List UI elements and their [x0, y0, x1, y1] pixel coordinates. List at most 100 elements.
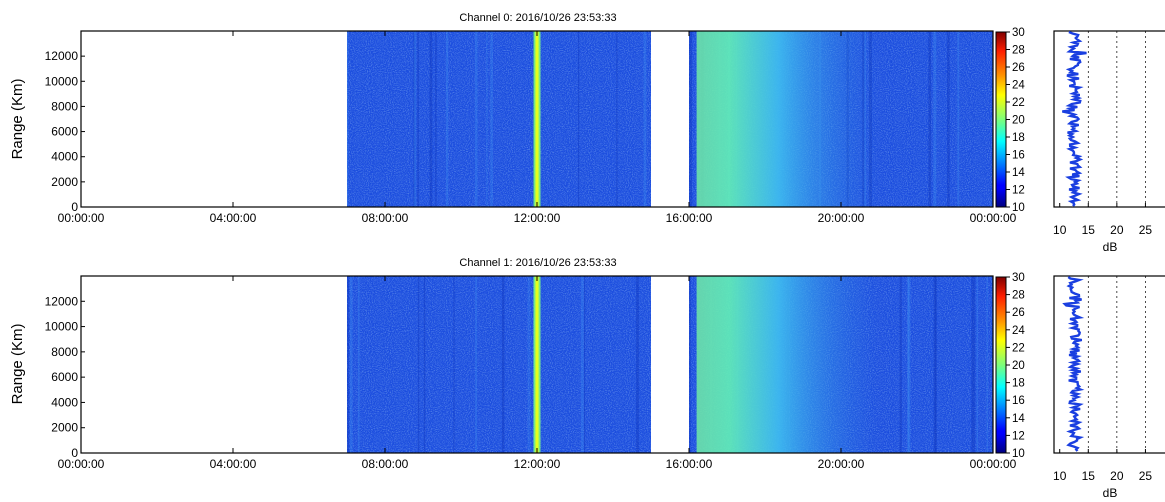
enhanced-band-feature — [696, 31, 879, 207]
colorbar-tick-label: 16 — [1012, 150, 1025, 162]
stripe — [947, 31, 950, 207]
stripe — [490, 31, 493, 207]
stripe — [429, 31, 433, 207]
colorbar-tick-label: 16 — [1012, 395, 1025, 407]
y-tick-label: 0 — [71, 446, 78, 460]
stripe — [349, 276, 353, 453]
profile-x-tick-label: 15 — [1082, 469, 1096, 483]
x-tick-label: 00:00:00 — [970, 457, 1017, 471]
colorbar-tick-label: 10 — [1012, 202, 1025, 214]
stripe — [501, 276, 505, 453]
narrow-band-core — [535, 31, 539, 207]
channel-1-panel: Channel 1: 2016/10/26 23:53:33 Range (Km… — [9, 257, 1165, 500]
stripe — [689, 31, 693, 207]
stripe — [413, 31, 417, 207]
colorbar: 10 12 14 16 18 20 22 24 26 28 30 — [995, 272, 1025, 460]
colorbar-tick-label: 26 — [1012, 62, 1025, 74]
y-tick-label: 2000 — [51, 421, 78, 435]
x-tick-label: 08:00:00 — [362, 457, 409, 471]
profile-x-tick-label: 15 — [1082, 223, 1096, 237]
colorbar-tick-label: 30 — [1012, 272, 1025, 284]
y-tick-label: 4000 — [51, 395, 78, 409]
segment-grain — [347, 31, 651, 207]
stripe — [435, 31, 437, 207]
x-tick-label: 00:00:00 — [58, 457, 105, 471]
y-tick-label: 12000 — [45, 294, 79, 308]
profile-plot: 10 15 20 25 dB — [1053, 275, 1165, 500]
stripe — [986, 276, 988, 453]
x-tick-label: 20:00:00 — [818, 457, 865, 471]
y-axis-ticks: 0 2000 4000 6000 8000 10000 12000 — [45, 49, 85, 214]
profile-line — [1062, 276, 1085, 452]
y-tick-label: 8000 — [51, 345, 78, 359]
x-tick-label: 16:00:00 — [666, 211, 713, 225]
panel-title: Channel 0: 2016/10/26 23:53:33 — [459, 12, 616, 24]
colorbar-tick-label: 24 — [1012, 80, 1025, 92]
stripe — [928, 31, 932, 207]
colorbar: 10 12 14 16 18 20 22 24 26 28 30 — [995, 27, 1025, 214]
stripe — [486, 31, 488, 207]
stripe — [907, 276, 911, 453]
colorbar-tick-label: 12 — [1012, 430, 1025, 442]
stripe — [445, 31, 449, 207]
stripe — [423, 276, 426, 453]
y-axis-ticks: 0 2000 4000 6000 8000 10000 12000 — [45, 294, 85, 460]
stripe — [347, 276, 350, 453]
profile-line — [1062, 30, 1087, 207]
stripe — [413, 31, 416, 207]
colorbar-ticks: 10 12 14 16 18 20 22 24 26 28 30 — [1006, 27, 1025, 214]
x-tick-label: 08:00:00 — [362, 211, 409, 225]
profile-plot: 10 15 20 25 dB — [1053, 30, 1165, 254]
stripe — [475, 276, 477, 453]
colorbar-tick-label: 20 — [1012, 115, 1025, 127]
stripe — [347, 31, 349, 207]
colorbar-gradient — [995, 31, 1007, 208]
y-tick-label: 8000 — [51, 99, 78, 113]
colorbar-tick-label: 12 — [1012, 185, 1025, 197]
stripe — [971, 276, 975, 453]
stripe — [643, 31, 647, 207]
enhanced-band-feature — [696, 276, 879, 453]
profile-x-ticks: 10 15 20 25 — [1053, 203, 1152, 237]
colorbar-tick-label: 28 — [1012, 45, 1025, 57]
stripe — [529, 276, 531, 453]
colorbar-ticks: 10 12 14 16 18 20 22 24 26 28 30 — [1006, 272, 1025, 460]
y-tick-label: 2000 — [51, 175, 78, 189]
profile-gridlines — [1087, 31, 1146, 207]
profile-x-tick-label: 10 — [1053, 223, 1067, 237]
stripe — [583, 276, 586, 453]
profile-x-tick-label: 25 — [1139, 223, 1153, 237]
profile-x-tick-label: 25 — [1139, 469, 1153, 483]
x-tick-label: 20:00:00 — [818, 211, 865, 225]
profile-x-tick-label: 20 — [1110, 469, 1124, 483]
colorbar-tick-label: 18 — [1012, 132, 1025, 144]
stripe — [580, 276, 584, 453]
profile-frame — [1053, 30, 1165, 208]
stripe — [578, 31, 580, 207]
stripe — [957, 31, 960, 207]
y-tick-label: 10000 — [45, 320, 79, 334]
x-tick-label: 12:00:00 — [514, 211, 561, 225]
y-axis-label: Range (Km) — [9, 324, 26, 405]
profile-x-label: dB — [1103, 486, 1118, 500]
stripe — [357, 276, 360, 453]
y-tick-label: 6000 — [51, 125, 78, 139]
x-tick-label: 04:00:00 — [210, 457, 257, 471]
profile-x-ticks: 10 15 20 25 — [1053, 449, 1152, 483]
colorbar-tick-label: 20 — [1012, 360, 1025, 372]
stripe — [933, 276, 937, 453]
y-tick-label: 6000 — [51, 370, 78, 384]
stripe — [907, 276, 910, 453]
heatmap-area — [347, 31, 993, 207]
stripe — [417, 276, 420, 453]
x-tick-label: 00:00:00 — [970, 211, 1017, 225]
y-axis-label: Range (Km) — [9, 79, 26, 160]
colorbar-tick-label: 14 — [1012, 167, 1025, 179]
colorbar-tick-label: 24 — [1012, 325, 1025, 337]
stripe — [899, 276, 902, 453]
x-tick-label: 04:00:00 — [210, 211, 257, 225]
colorbar-tick-label: 28 — [1012, 290, 1025, 302]
stripe — [976, 276, 978, 453]
profile-x-label: dB — [1103, 240, 1118, 254]
colorbar-tick-label: 18 — [1012, 378, 1025, 390]
